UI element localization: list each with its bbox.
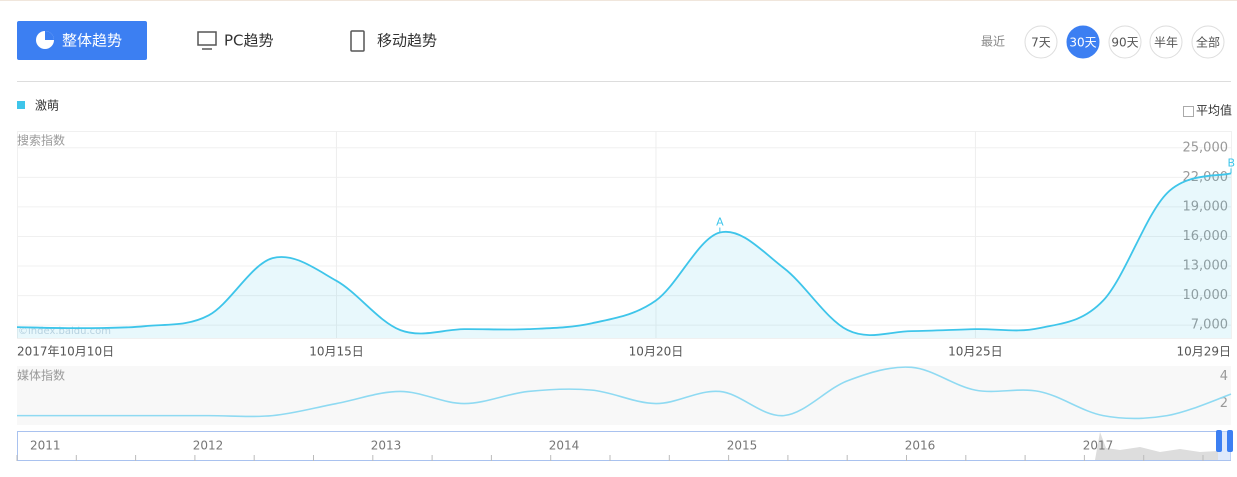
- x-tick-label: 10月20日: [629, 345, 684, 359]
- timeline-year: 2016: [905, 439, 936, 453]
- annotation: A: [716, 216, 724, 229]
- range-button[interactable]: [1191, 25, 1225, 59]
- range-button-label[interactable]: 半年: [1154, 36, 1178, 50]
- y-tick-label: 7,000: [1191, 318, 1228, 333]
- y-tick-label: 10,000: [1183, 288, 1229, 303]
- timeline-year: 2014: [549, 439, 580, 453]
- legend-swatch: [17, 101, 25, 109]
- y-tick-label: 13,000: [1183, 259, 1229, 274]
- average-label[interactable]: 平均值: [1196, 103, 1232, 118]
- x-tick-label: 10月25日: [948, 345, 1003, 359]
- y-tick-label: 25,000: [1183, 140, 1229, 155]
- plot-border: [17, 131, 1232, 339]
- line: [17, 366, 1232, 420]
- y-axis-label: 搜索指数: [17, 133, 65, 148]
- tab-bg: [17, 21, 147, 60]
- tab-label: 整体趋势: [62, 32, 122, 50]
- y-tick-label: 2: [1220, 396, 1228, 411]
- x-tick-label: 2017年10月10日: [17, 345, 114, 359]
- legend-label[interactable]: 激萌: [35, 99, 59, 113]
- range-button[interactable]: [1149, 25, 1183, 59]
- range-button[interactable]: [1066, 25, 1100, 59]
- area: [17, 173, 1231, 338]
- y-tick-label: 19,000: [1183, 199, 1229, 214]
- tab-overall[interactable]: 整体趋势: [17, 21, 147, 60]
- timeline-year: 2017: [1083, 439, 1114, 453]
- y-tick-label: 16,000: [1183, 229, 1229, 244]
- timeline-year: 2015: [727, 439, 758, 453]
- range-button-label[interactable]: 90天: [1111, 36, 1138, 50]
- watermark: ©index.baidu.com: [18, 326, 111, 337]
- y-axis-label: 媒体指数: [17, 368, 65, 383]
- tab-label: PC趋势: [224, 32, 274, 50]
- y-tick-label: 4: [1220, 369, 1228, 384]
- range-button-label[interactable]: 30天: [1069, 36, 1096, 50]
- timeline-year: 2012: [193, 439, 224, 453]
- checkbox[interactable]: [1183, 106, 1194, 117]
- range-label: 最近: [981, 35, 1005, 49]
- range-button-label[interactable]: 7天: [1031, 36, 1051, 50]
- range-button[interactable]: [1108, 25, 1142, 59]
- y-tick-label: 22,000: [1183, 170, 1229, 185]
- x-tick-label: 10月29日: [1176, 345, 1231, 359]
- icon: [350, 30, 365, 52]
- range-button-label[interactable]: 全部: [1196, 35, 1220, 50]
- tab-mobile[interactable]: 移动趋势: [350, 30, 437, 52]
- x-tick-label: 10月15日: [309, 345, 364, 359]
- tab-label: 移动趋势: [377, 32, 437, 50]
- timeline-preview: [1095, 432, 1218, 460]
- icon: [197, 31, 217, 46]
- timeline[interactable]: [17, 431, 1231, 461]
- timeline-handle[interactable]: [1227, 430, 1233, 452]
- annotation: B: [1227, 156, 1235, 169]
- line: [16, 172, 1232, 336]
- tab-pc[interactable]: PC趋势: [197, 31, 274, 50]
- range-button[interactable]: [1024, 25, 1058, 59]
- timeline-year: 2013: [371, 439, 402, 453]
- timeline-year: 2011: [30, 439, 61, 453]
- timeline-handle[interactable]: [1216, 430, 1222, 452]
- icon: [45, 31, 54, 40]
